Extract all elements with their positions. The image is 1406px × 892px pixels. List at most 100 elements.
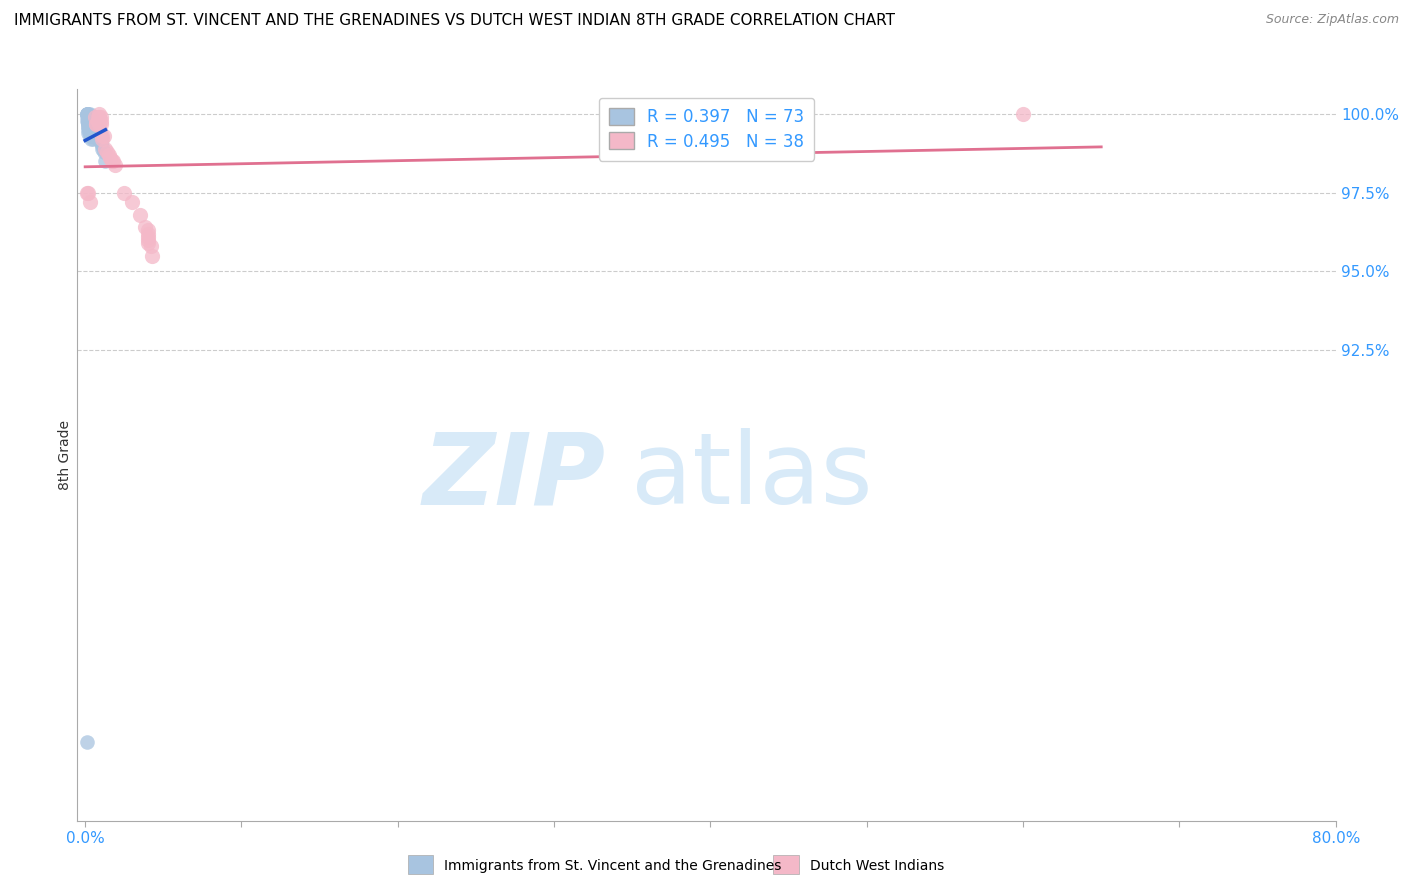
Point	[89, 129, 111, 144]
Point	[86, 129, 108, 144]
Point	[89, 132, 111, 146]
Point	[76, 111, 98, 125]
Point	[83, 123, 105, 137]
Point	[121, 195, 143, 210]
Text: atlas: atlas	[631, 428, 873, 525]
Point	[77, 117, 100, 131]
Point	[82, 129, 104, 144]
Point	[76, 113, 98, 128]
Point	[136, 227, 159, 241]
Point	[76, 107, 98, 121]
Point	[79, 117, 101, 131]
Point	[79, 126, 101, 140]
Point	[77, 111, 100, 125]
Point	[77, 113, 100, 128]
Point	[86, 113, 108, 128]
Point	[79, 120, 101, 134]
Point	[77, 186, 100, 200]
Point	[86, 111, 108, 125]
Point	[77, 113, 100, 128]
Point	[77, 120, 100, 134]
Point	[84, 117, 107, 131]
Point	[91, 142, 114, 156]
Point	[89, 113, 111, 128]
Point	[136, 229, 159, 244]
Point	[84, 117, 107, 131]
Point	[86, 123, 108, 137]
Point	[91, 138, 114, 153]
Point	[93, 129, 115, 144]
Point	[82, 113, 104, 128]
Point	[136, 233, 159, 247]
Point	[98, 151, 121, 165]
Point	[80, 113, 103, 128]
Point	[79, 111, 101, 125]
Point	[77, 107, 100, 121]
Point	[90, 136, 112, 150]
Point	[77, 120, 100, 134]
Point	[83, 120, 105, 134]
Point	[84, 126, 107, 140]
Text: Immigrants from St. Vincent and the Grenadines: Immigrants from St. Vincent and the Gren…	[444, 859, 782, 873]
Point	[82, 120, 104, 134]
Point	[128, 208, 150, 222]
Point	[82, 126, 104, 140]
Point	[141, 249, 163, 263]
Point	[97, 148, 120, 162]
Point	[79, 113, 101, 128]
Point	[79, 107, 101, 121]
Point	[80, 117, 103, 131]
Text: IMMIGRANTS FROM ST. VINCENT AND THE GRENADINES VS DUTCH WEST INDIAN 8TH GRADE CO: IMMIGRANTS FROM ST. VINCENT AND THE GREN…	[14, 13, 896, 29]
Point	[82, 117, 104, 131]
Text: ZIP: ZIP	[423, 428, 606, 525]
Point	[89, 117, 111, 131]
Point	[80, 113, 103, 128]
Point	[79, 129, 101, 144]
Point	[86, 132, 108, 146]
Point	[134, 220, 156, 235]
Point	[79, 123, 101, 137]
Point	[89, 126, 111, 140]
Text: Source: ZipAtlas.com: Source: ZipAtlas.com	[1265, 13, 1399, 27]
Point	[84, 123, 107, 137]
Point	[83, 126, 105, 140]
Point	[93, 145, 115, 159]
Point	[79, 120, 101, 134]
Point	[77, 111, 100, 125]
Point	[79, 111, 101, 125]
Point	[94, 154, 117, 169]
Point	[79, 195, 101, 210]
Point	[83, 129, 105, 144]
Legend: R = 0.397   N = 73, R = 0.495   N = 38: R = 0.397 N = 73, R = 0.495 N = 38	[599, 97, 814, 161]
Point	[80, 123, 103, 137]
Point	[90, 129, 112, 144]
Point	[77, 126, 100, 140]
Point	[94, 142, 117, 156]
Point	[77, 123, 100, 137]
Text: Dutch West Indians: Dutch West Indians	[810, 859, 943, 873]
Point	[90, 117, 112, 131]
Point	[1012, 107, 1035, 121]
Point	[79, 123, 101, 137]
Point	[80, 132, 103, 146]
Point	[79, 113, 101, 128]
Point	[76, 186, 98, 200]
Point	[89, 107, 111, 121]
Point	[136, 235, 159, 250]
Point	[104, 157, 127, 171]
Point	[83, 111, 105, 125]
Point	[82, 123, 104, 137]
Point	[76, 107, 98, 121]
Point	[76, 735, 98, 749]
Point	[90, 111, 112, 125]
Point	[80, 129, 103, 144]
Y-axis label: 8th Grade: 8th Grade	[58, 420, 72, 490]
Point	[96, 145, 118, 159]
Point	[77, 107, 100, 121]
Point	[77, 117, 100, 131]
Point	[139, 239, 162, 253]
Point	[84, 120, 107, 134]
Point	[76, 107, 98, 121]
Point	[103, 154, 125, 169]
Point	[83, 117, 105, 131]
